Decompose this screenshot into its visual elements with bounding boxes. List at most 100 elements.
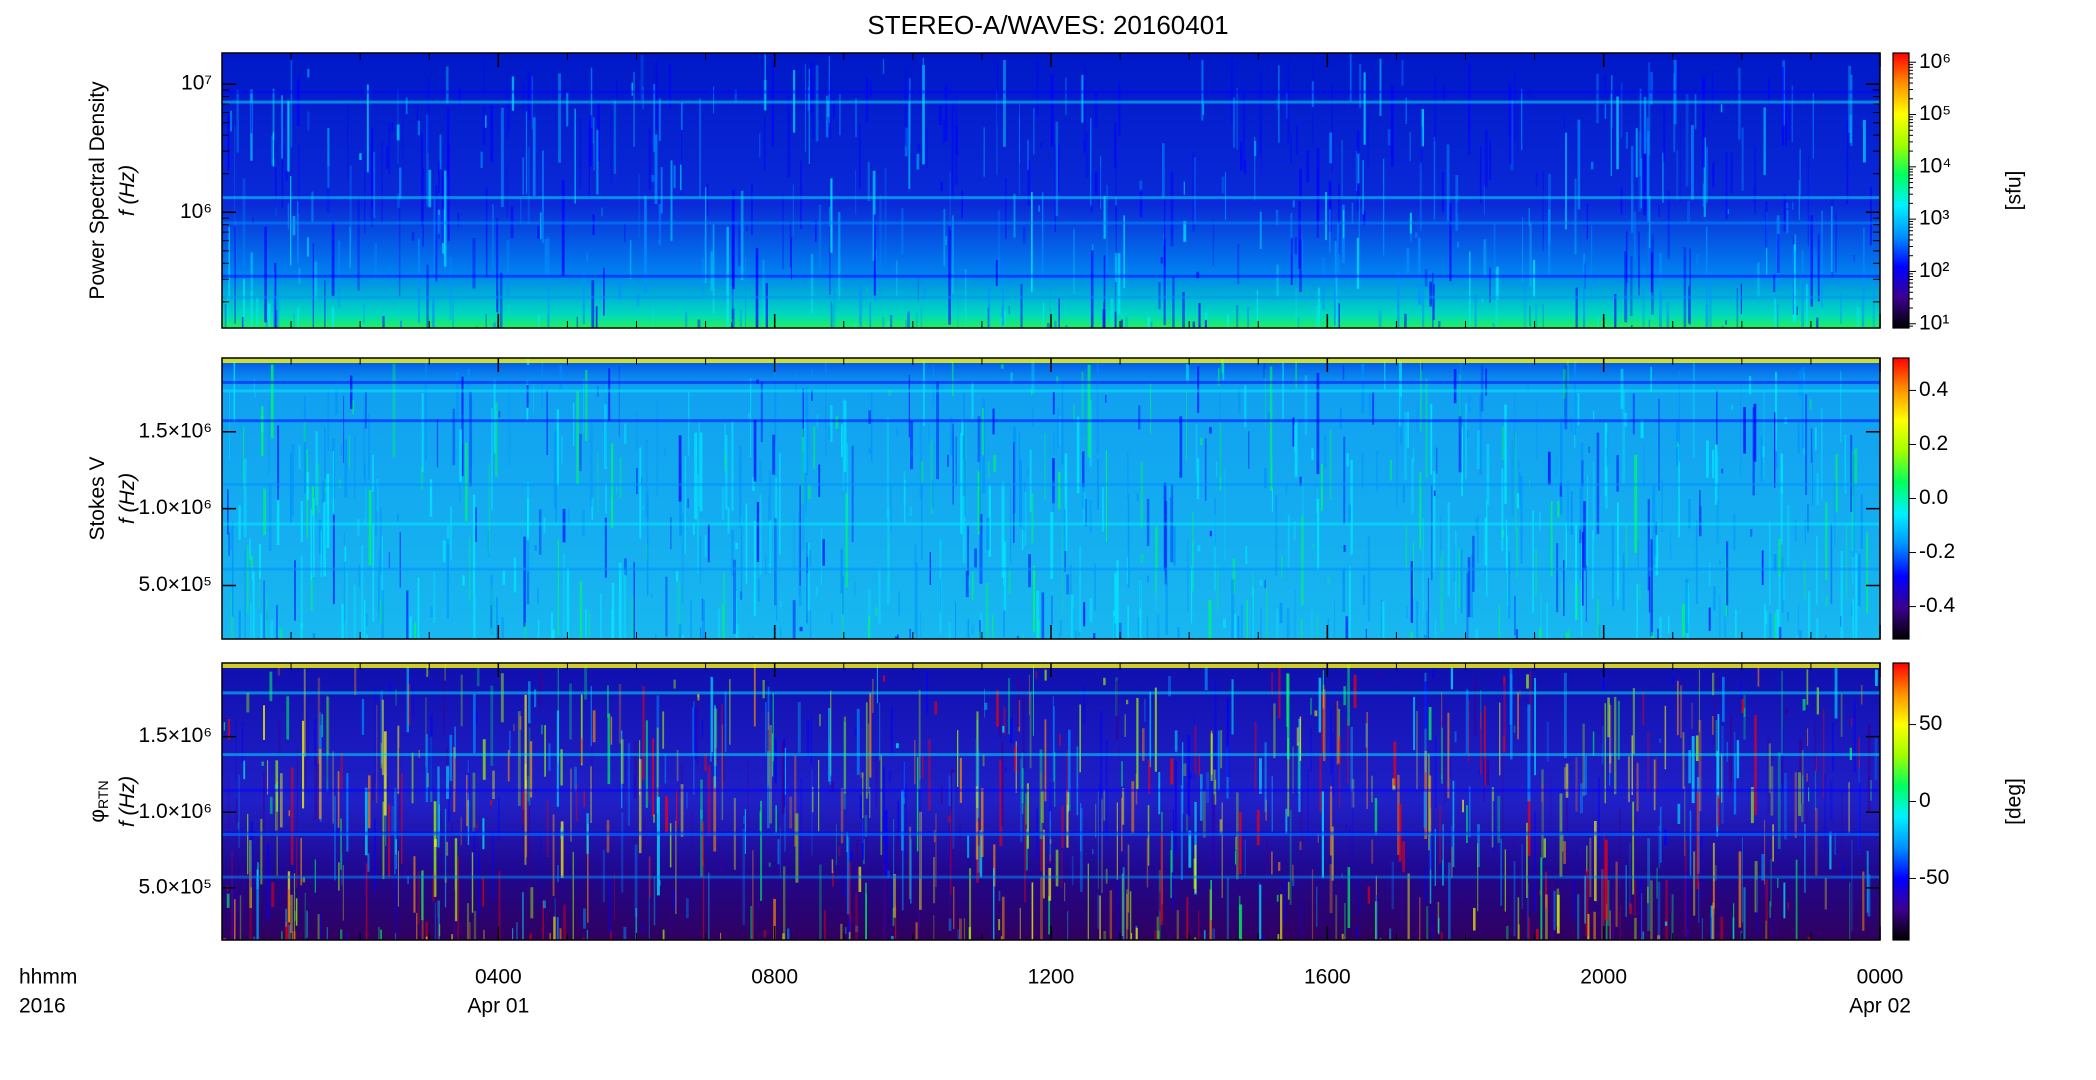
texture-streak — [1685, 93, 1689, 187]
texture-streak — [1067, 792, 1069, 813]
texture-streak — [456, 371, 459, 422]
texture-streak — [1545, 871, 1547, 908]
texture-streak — [629, 240, 632, 280]
texture-streak — [1835, 212, 1838, 273]
texture-streak — [1700, 837, 1703, 847]
texture-streak — [1093, 633, 1096, 639]
texture-streak — [1044, 719, 1047, 802]
texture-streak — [1647, 131, 1650, 222]
texture-streak — [861, 818, 865, 860]
texture-band — [222, 691, 1880, 695]
colorbar-tick-label: 10⁵ — [1919, 102, 1951, 125]
texture-streak — [1182, 292, 1185, 328]
texture-streak — [1872, 292, 1875, 328]
texture-streak — [1806, 284, 1808, 328]
texture-streak — [438, 161, 440, 193]
texture-streak — [1218, 368, 1220, 386]
texture-streak — [1459, 373, 1461, 429]
texture-streak — [1743, 707, 1746, 717]
texture-streak — [1125, 317, 1128, 328]
texture-streak — [1692, 360, 1695, 458]
texture-streak — [690, 600, 692, 639]
texture-streak — [496, 597, 498, 639]
texture-streak — [1136, 493, 1139, 501]
texture-streak — [724, 456, 726, 471]
texture-streak — [1322, 689, 1326, 761]
texture-streak — [1304, 375, 1308, 435]
texture-streak — [1448, 862, 1451, 940]
texture-streak — [1292, 200, 1295, 208]
texture-streak — [1285, 808, 1288, 834]
texture-streak — [859, 287, 863, 328]
texture-streak — [802, 388, 804, 437]
texture-streak — [1150, 382, 1152, 435]
texture-streak — [1378, 668, 1380, 680]
texture-streak — [1236, 305, 1239, 328]
texture-streak — [311, 191, 314, 222]
texture-streak — [1528, 208, 1530, 226]
texture-streak — [1730, 152, 1733, 193]
texture-streak — [1049, 839, 1052, 844]
texture-streak — [1449, 202, 1452, 282]
texture-streak — [525, 780, 528, 858]
texture-streak — [1176, 910, 1179, 940]
texture-streak — [561, 435, 563, 465]
texture-streak — [1194, 844, 1197, 894]
texture-streak — [864, 815, 868, 837]
texture-streak — [1114, 572, 1117, 624]
texture-streak — [1705, 304, 1709, 328]
texture-streak — [1656, 867, 1658, 899]
texture-streak — [1342, 568, 1345, 613]
texture-streak — [1103, 789, 1106, 821]
texture-streak — [1799, 148, 1801, 196]
texture-streak — [1224, 468, 1226, 562]
texture-streak — [468, 922, 471, 940]
texture-streak — [1430, 403, 1433, 475]
texture-streak — [909, 506, 913, 516]
texture-streak — [1523, 271, 1527, 328]
texture-streak — [1053, 706, 1055, 782]
texture-streak — [368, 489, 372, 566]
texture-streak — [444, 808, 447, 908]
texture-streak — [1668, 615, 1670, 634]
texture-streak — [675, 571, 679, 582]
texture-streak — [1694, 94, 1697, 130]
texture-streak — [1195, 424, 1198, 477]
texture-streak — [1589, 837, 1592, 898]
texture-streak — [1350, 726, 1353, 792]
texture-streak — [902, 762, 905, 799]
texture-streak — [438, 215, 440, 239]
texture-streak — [1777, 234, 1780, 273]
texture-streak — [357, 518, 360, 536]
texture-streak — [340, 444, 343, 457]
texture-streak — [1234, 613, 1237, 639]
texture-streak — [613, 100, 617, 174]
texture-streak — [1478, 770, 1480, 776]
texture-streak — [830, 690, 832, 776]
texture-streak — [1509, 87, 1512, 165]
texture-streak — [1075, 630, 1077, 639]
texture-streak — [230, 110, 232, 132]
colorbar-tick-label: -0.2 — [1919, 540, 1955, 563]
texture-streak — [443, 170, 447, 267]
texture-streak — [1829, 780, 1833, 822]
texture-streak — [276, 488, 280, 545]
texture-streak — [592, 117, 595, 143]
texture-streak — [846, 836, 850, 915]
texture-streak — [1000, 364, 1004, 369]
texture-streak — [1001, 482, 1005, 579]
texture-streak — [372, 524, 375, 622]
texture-streak — [467, 793, 470, 845]
texture-streak — [739, 515, 742, 592]
texture-streak — [1219, 389, 1221, 478]
texture-streak — [889, 876, 892, 940]
texture-streak — [1426, 610, 1428, 639]
texture-streak — [955, 914, 957, 940]
texture-streak — [519, 715, 522, 730]
texture-streak — [1492, 801, 1495, 852]
texture-streak — [1090, 250, 1094, 328]
texture-streak — [512, 928, 514, 940]
texture-streak — [386, 146, 389, 169]
texture-streak — [1114, 122, 1117, 168]
texture-streak — [1276, 99, 1280, 110]
